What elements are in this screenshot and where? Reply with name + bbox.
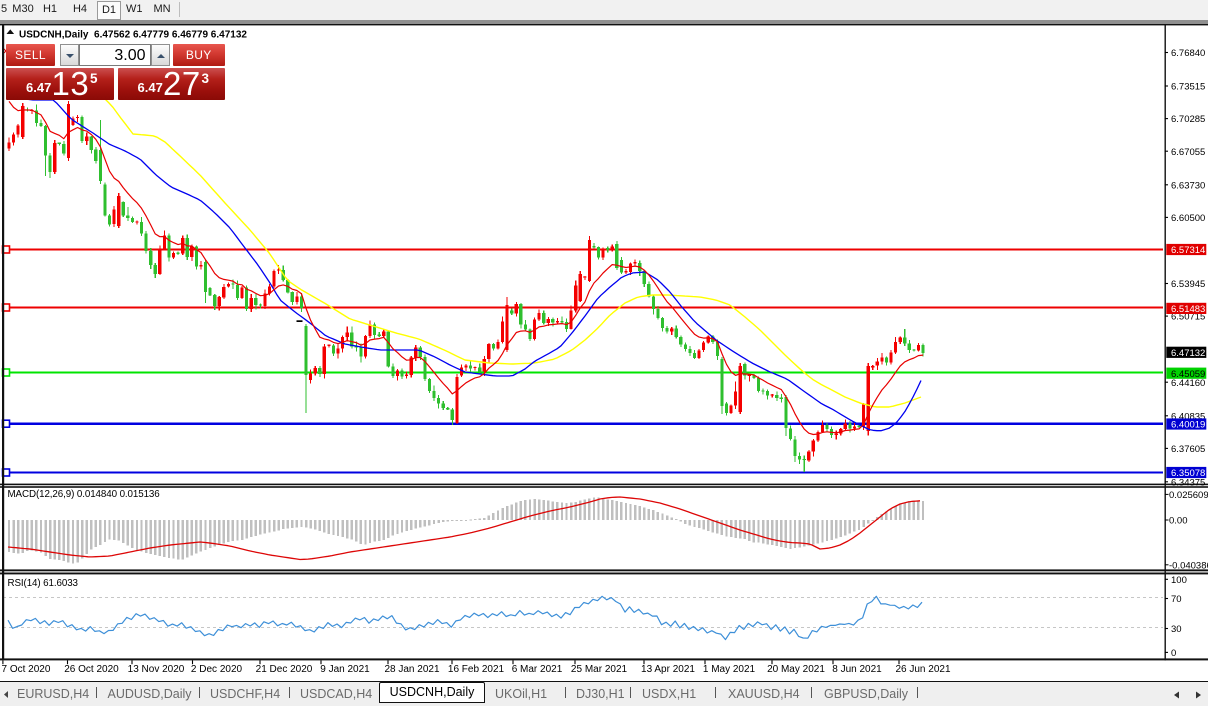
- svg-text:6.37605: 6.37605: [1171, 444, 1205, 455]
- svg-text:6.51483: 6.51483: [1171, 304, 1205, 315]
- svg-text:6.34375: 6.34375: [1171, 477, 1205, 488]
- svg-text:6.44160: 6.44160: [1171, 378, 1205, 389]
- svg-text:8 Jun 2021: 8 Jun 2021: [832, 664, 882, 675]
- svg-text:6.60500: 6.60500: [1171, 213, 1205, 224]
- svg-text:USDCNH,Daily 6.47562 6.47779: USDCNH,Daily 6.47562 6.47779 6.46779 6.4…: [19, 30, 247, 41]
- svg-text:30: 30: [1171, 624, 1182, 635]
- svg-text:6.35078: 6.35078: [1171, 468, 1205, 479]
- svg-text:6.40019: 6.40019: [1171, 420, 1205, 431]
- svg-text:-0.040386: -0.040386: [1169, 560, 1208, 571]
- svg-text:6.47132: 6.47132: [1171, 348, 1205, 359]
- svg-text:6.50715: 6.50715: [1171, 312, 1205, 323]
- svg-text:RSI(14) 61.6033: RSI(14) 61.6033: [8, 578, 79, 589]
- svg-text:20 May 2021: 20 May 2021: [767, 664, 825, 675]
- svg-text:6.45059: 6.45059: [1171, 369, 1205, 380]
- svg-text:13 Apr 2021: 13 Apr 2021: [641, 664, 695, 675]
- svg-text:25 Mar 2021: 25 Mar 2021: [571, 664, 628, 675]
- svg-text:26 Jun 2021: 26 Jun 2021: [895, 664, 950, 675]
- svg-text:6.40835: 6.40835: [1171, 411, 1205, 422]
- svg-text:28 Jan 2021: 28 Jan 2021: [384, 664, 439, 675]
- svg-text:MACD(12,26,9) 0.014840 0.01513: MACD(12,26,9) 0.014840 0.015136: [8, 489, 161, 500]
- svg-text:21 Dec 2020: 21 Dec 2020: [256, 664, 313, 675]
- svg-text:6 Mar 2021: 6 Mar 2021: [512, 664, 563, 675]
- svg-text:1 May 2021: 1 May 2021: [703, 664, 756, 675]
- svg-text:7 Oct 2020: 7 Oct 2020: [2, 664, 51, 675]
- svg-text:70: 70: [1171, 594, 1182, 605]
- svg-text:0.025609: 0.025609: [1169, 490, 1208, 501]
- svg-text:26 Oct 2020: 26 Oct 2020: [64, 664, 119, 675]
- svg-text:6.67055: 6.67055: [1171, 147, 1205, 158]
- svg-text:6.53945: 6.53945: [1171, 279, 1205, 290]
- svg-text:6.57314: 6.57314: [1171, 245, 1205, 256]
- svg-text:2 Dec 2020: 2 Dec 2020: [191, 664, 243, 675]
- svg-text:9 Jan 2021: 9 Jan 2021: [320, 664, 370, 675]
- svg-text:100: 100: [1171, 575, 1187, 586]
- svg-text:16 Feb 2021: 16 Feb 2021: [448, 664, 505, 675]
- svg-text:6.76840: 6.76840: [1171, 48, 1205, 59]
- svg-text:6.73515: 6.73515: [1171, 82, 1205, 93]
- svg-text:0: 0: [1171, 648, 1176, 659]
- svg-text:6.70285: 6.70285: [1171, 114, 1205, 125]
- svg-text:0.00: 0.00: [1169, 516, 1188, 527]
- svg-text:6.63730: 6.63730: [1171, 180, 1205, 191]
- svg-text:13 Nov 2020: 13 Nov 2020: [128, 664, 185, 675]
